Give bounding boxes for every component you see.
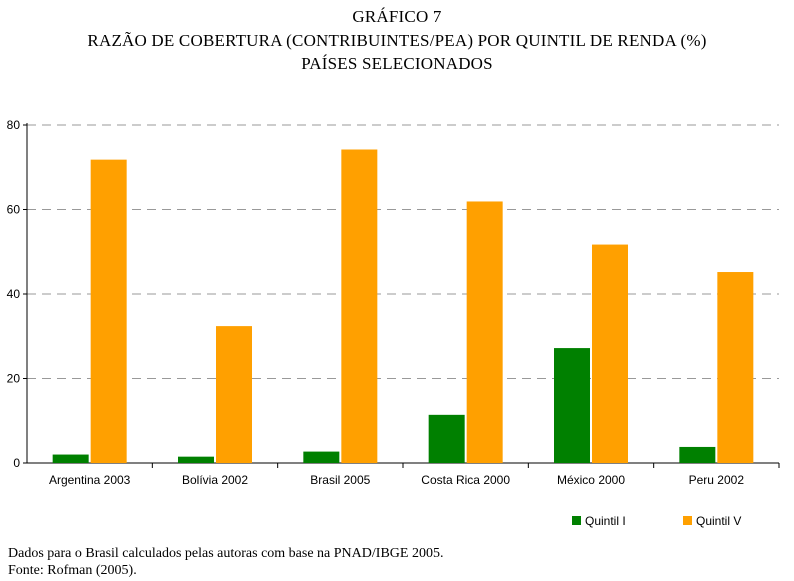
bar-quintil-i (554, 348, 590, 463)
legend-label: Quintil V (696, 514, 741, 528)
source-credit: Fonte: Rofman (2005). (8, 563, 137, 578)
x-tick-label: Bolívia 2002 (182, 473, 248, 487)
bar-quintil-v (592, 244, 628, 463)
bar-quintil-i (679, 446, 716, 463)
bar-chart: 0 20 40 60 80 Argentina 2003 Bolívia 2002 Brasi… (7, 118, 780, 528)
source-note: Dados para o Brasil calculados pelas aut… (8, 546, 444, 561)
legend-swatch (572, 516, 581, 525)
chart-title-line-2: RAZÃO DE COBERTURA (CONTRIBUINTES/PEA) P… (87, 31, 707, 50)
x-tick-label: Peru 2002 (689, 473, 745, 487)
y-tick-label: 60 (7, 203, 21, 217)
bar-quintil-v (216, 326, 252, 463)
y-tick-label: 80 (7, 118, 21, 132)
y-tick-label: 0 (13, 456, 20, 470)
bar-quintil-i (52, 454, 89, 463)
legend-swatch (683, 516, 692, 525)
x-tick-label: Costa Rica 2000 (421, 473, 510, 487)
bar-quintil-v (90, 159, 127, 463)
legend-label: Quintil I (585, 514, 626, 528)
bar-quintil-i (303, 451, 340, 463)
chart-title-line-3: PAÍSES SELECIONADOS (301, 54, 493, 73)
x-tick-label: Brasil 2005 (310, 473, 370, 487)
chart-title-line-1: GRÁFICO 7 (352, 7, 442, 26)
bar-quintil-i (178, 456, 214, 463)
y-tick-label: 20 (7, 372, 21, 386)
bar-quintil-v (466, 201, 503, 463)
bar-quintil-v (341, 149, 378, 463)
y-tick-label: 40 (7, 287, 21, 301)
bar-quintil-i (428, 414, 465, 463)
bar-quintil-v (717, 272, 754, 463)
x-tick-label: México 2000 (557, 473, 625, 487)
x-tick-label: Argentina 2003 (49, 473, 131, 487)
